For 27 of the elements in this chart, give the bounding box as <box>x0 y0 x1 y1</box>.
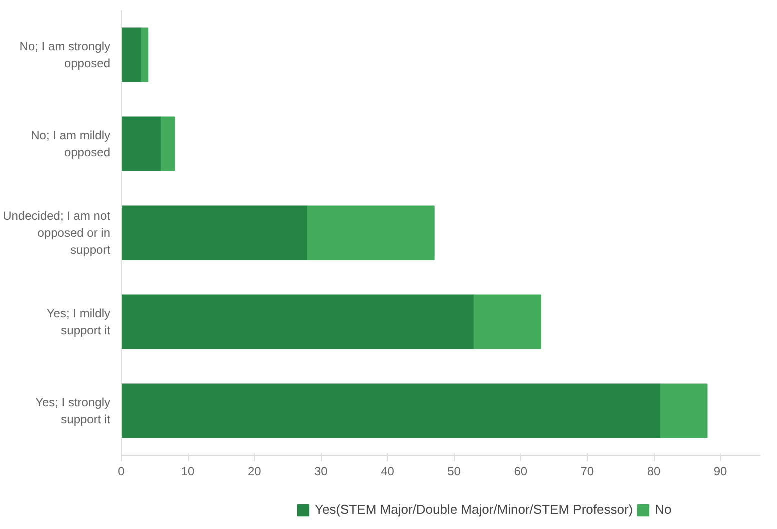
legend-label: No <box>655 502 673 517</box>
x-tick-label: 90 <box>714 464 728 478</box>
legend-label: Yes(STEM Major/Double Major/Minor/STEM Professor) <box>315 502 634 517</box>
y-tick-label: Undecided; I am not opposed or in support <box>3 209 112 257</box>
y-tick-label: No; I am mildly opposed <box>31 128 111 160</box>
x-tick-label: 80 <box>647 464 661 478</box>
bar <box>307 206 435 260</box>
bar <box>122 116 162 172</box>
bar <box>474 294 542 350</box>
bar <box>122 384 662 438</box>
x-tick-label: 10 <box>181 464 196 478</box>
y-tick-label: Yes; I strongly support it <box>36 396 112 426</box>
x-tick-label: 50 <box>448 464 462 478</box>
bar <box>160 116 176 172</box>
bar <box>122 206 308 260</box>
x-tick-label: 20 <box>248 464 262 478</box>
bar <box>140 28 149 82</box>
bar <box>660 384 708 438</box>
bar <box>122 294 475 350</box>
x-tick-label: 0 <box>118 464 126 478</box>
bar <box>122 28 142 82</box>
x-tick-label: 40 <box>381 464 395 478</box>
y-tick-label: No; I am strongly opposed <box>20 40 111 70</box>
x-tick-label: 60 <box>514 464 528 478</box>
y-tick-label: Yes; I mildly support it <box>46 306 112 338</box>
x-tick-label: 70 <box>580 464 594 478</box>
x-tick-label: 30 <box>314 464 328 478</box>
